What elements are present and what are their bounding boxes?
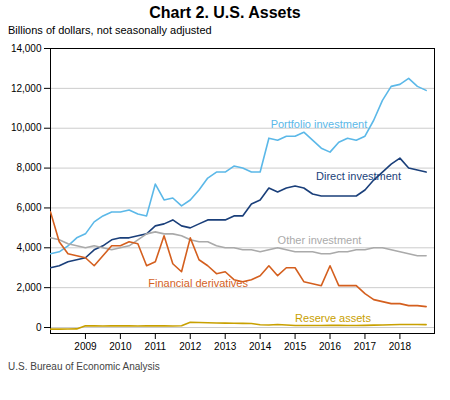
svg-text:10,000: 10,000 [11,122,42,133]
svg-text:Other investment: Other investment [278,234,362,246]
svg-text:4,000: 4,000 [16,242,41,253]
html-text:U.S. Bureau of Economic Analys: U.S. Bureau of Economic Analysis [8,361,160,372]
svg-text:2,000: 2,000 [16,282,41,293]
svg-text:Portfolio investment: Portfolio investment [271,118,368,130]
svg-text:14,000: 14,000 [11,43,42,54]
svg-text:2011: 2011 [145,341,167,352]
html-text:Chart 2. U.S. Assets: Chart 2. U.S. Assets [149,4,301,21]
svg-text:2013: 2013 [214,341,237,352]
svg-text:2010: 2010 [109,341,132,352]
svg-text:2018: 2018 [389,341,412,352]
svg-text:0: 0 [36,322,42,333]
svg-text:2012: 2012 [179,341,202,352]
svg-text:2017: 2017 [354,341,377,352]
svg-text:2016: 2016 [319,341,342,352]
svg-text:Direct investment: Direct investment [316,170,401,182]
svg-text:8,000: 8,000 [16,162,41,173]
svg-text:12,000: 12,000 [11,83,42,94]
svg-text:Reserve assets: Reserve assets [295,312,371,324]
svg-text:2009: 2009 [74,341,97,352]
svg-text:6,000: 6,000 [16,202,41,213]
html-text:Billions of dollars, not seaso: Billions of dollars, not seasonally adju… [8,24,212,36]
svg-text:Financial derivatives: Financial derivatives [148,277,248,289]
svg-text:2014: 2014 [249,341,272,352]
svg-text:2015: 2015 [284,341,307,352]
